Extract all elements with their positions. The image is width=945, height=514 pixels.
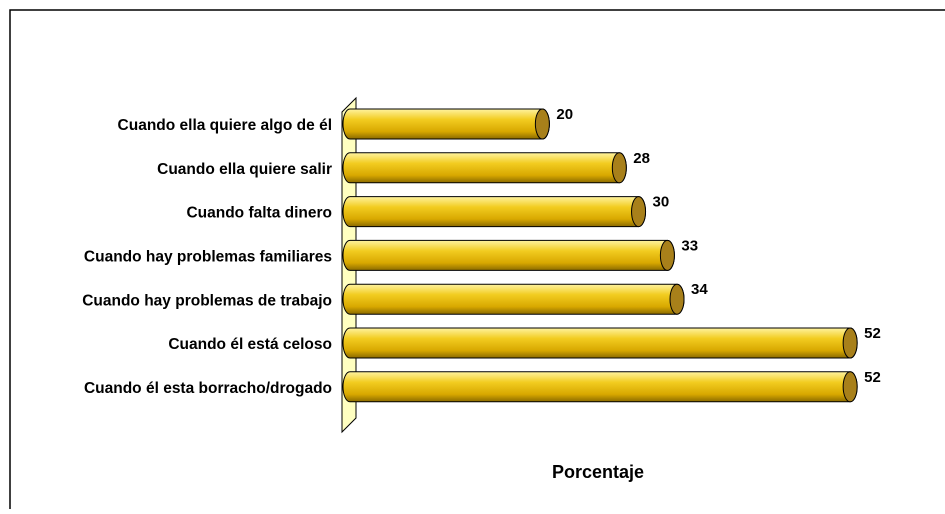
bar [342,283,685,315]
data-label: 52 [864,369,881,386]
y-tick-label: Cuando hay problemas de trabajo [82,292,332,309]
bar [342,327,858,359]
y-tick-label: Cuando hay problemas familiares [84,248,332,265]
data-label: 30 [653,194,670,211]
data-label: 34 [691,281,708,298]
bar [342,196,647,228]
y-tick-label: Cuando falta dinero [186,205,332,222]
data-label: 20 [556,106,573,123]
data-label: 52 [864,325,881,342]
data-label: 33 [681,237,698,254]
y-tick-label: Cuando ella quiere salir [157,161,332,178]
y-tick-label: Cuando él está celoso [168,336,332,353]
y-tick-label: Cuando él esta borracho/drogado [84,380,332,397]
y-tick-label: Cuando ella quiere algo de él [118,117,332,134]
bar [342,371,858,403]
x-axis-label: Porcentaje [552,462,644,482]
data-label: 28 [633,150,650,167]
chart-frame [9,9,945,514]
bar [342,152,627,184]
bar [342,239,675,271]
bar [342,108,550,140]
